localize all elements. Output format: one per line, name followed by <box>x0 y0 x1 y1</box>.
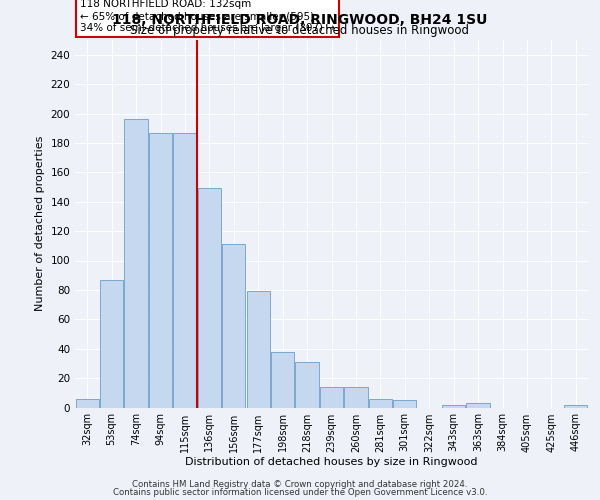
Text: 118, NORTHFIELD ROAD, RINGWOOD, BH24 1SU: 118, NORTHFIELD ROAD, RINGWOOD, BH24 1SU <box>112 12 488 26</box>
Bar <box>222 244 245 408</box>
Bar <box>247 292 270 408</box>
Text: Size of property relative to detached houses in Ringwood: Size of property relative to detached ho… <box>131 24 470 37</box>
Text: Contains HM Land Registry data © Crown copyright and database right 2024.: Contains HM Land Registry data © Crown c… <box>132 480 468 489</box>
Bar <box>393 400 416 407</box>
Bar <box>173 132 197 407</box>
Bar <box>271 352 294 408</box>
Bar <box>564 404 587 407</box>
Bar <box>149 132 172 407</box>
Bar <box>295 362 319 408</box>
Text: 118 NORTHFIELD ROAD: 132sqm
← 65% of detached houses are smaller (595)
34% of se: 118 NORTHFIELD ROAD: 132sqm ← 65% of det… <box>80 0 335 32</box>
Bar <box>344 387 368 407</box>
Bar <box>442 404 465 407</box>
Bar <box>466 403 490 407</box>
X-axis label: Distribution of detached houses by size in Ringwood: Distribution of detached houses by size … <box>185 458 478 468</box>
Bar <box>124 120 148 408</box>
Y-axis label: Number of detached properties: Number of detached properties <box>35 136 45 312</box>
Text: Contains public sector information licensed under the Open Government Licence v3: Contains public sector information licen… <box>113 488 487 497</box>
Bar <box>198 188 221 408</box>
Bar <box>320 387 343 407</box>
Bar <box>76 398 99 407</box>
Bar <box>100 280 123 407</box>
Bar <box>369 398 392 407</box>
